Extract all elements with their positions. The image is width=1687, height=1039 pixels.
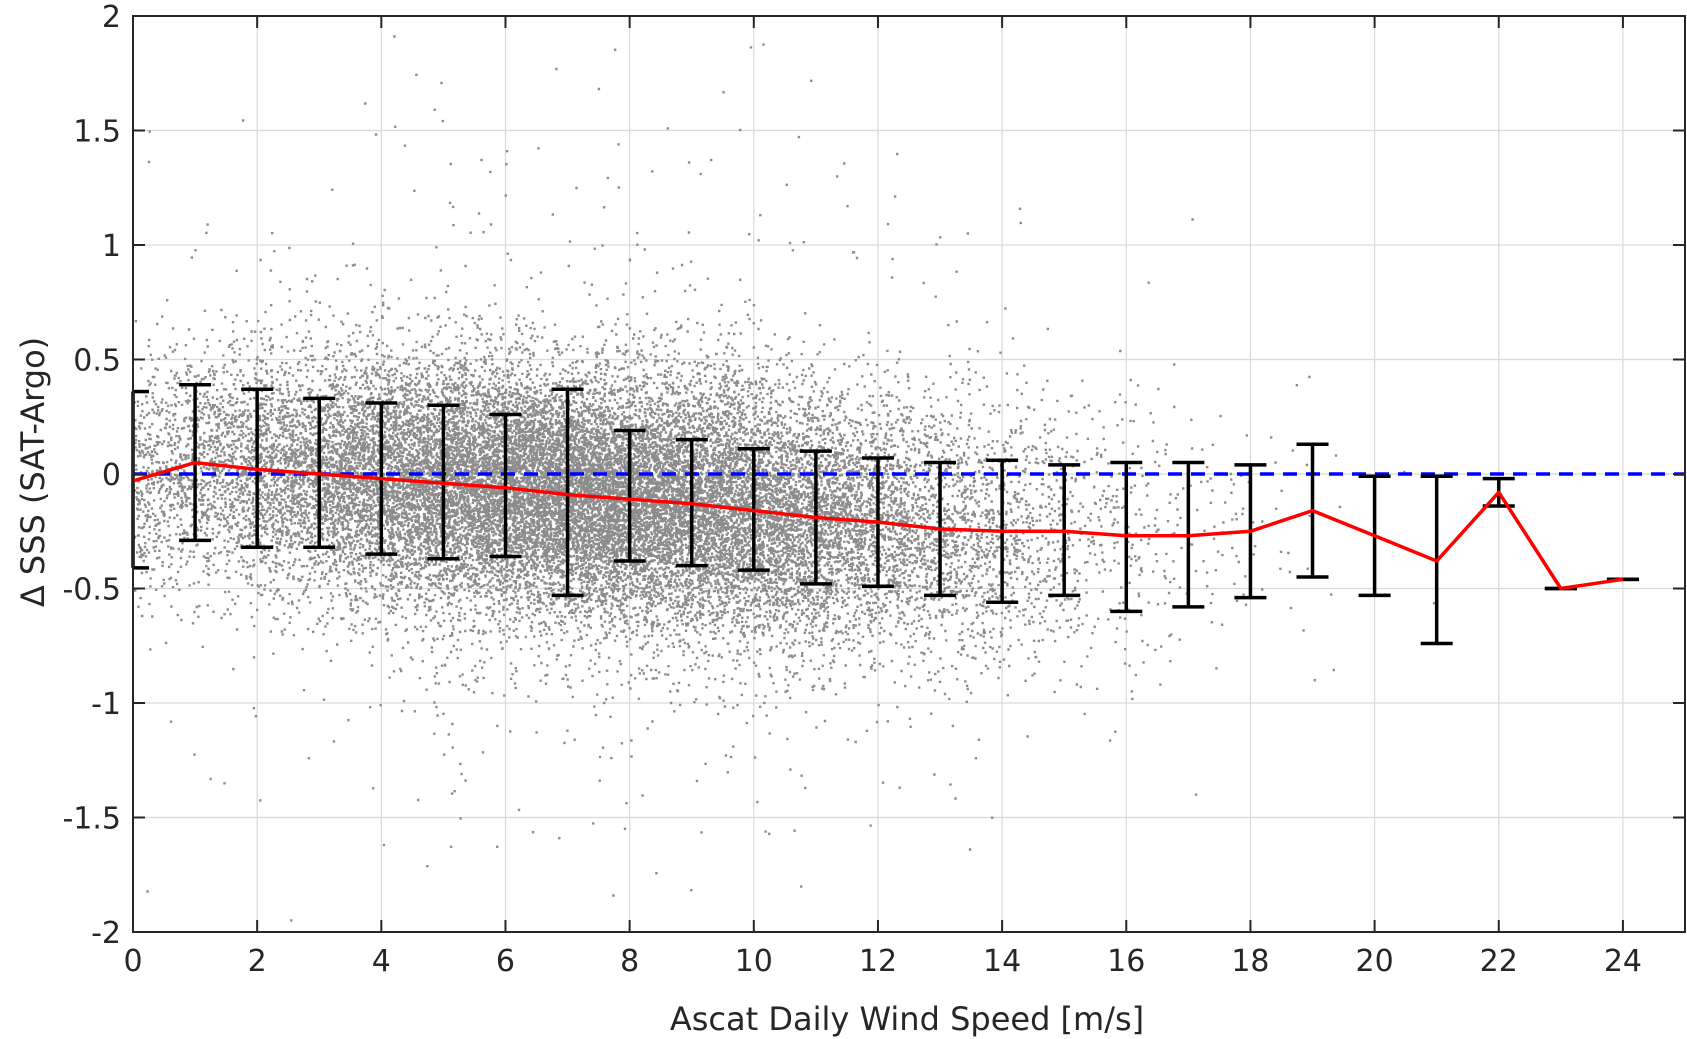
error-bar <box>551 387 584 598</box>
error-bar <box>489 412 522 559</box>
x-tick-label: 4 <box>372 944 391 979</box>
y-tick-label: -1 <box>91 687 121 722</box>
x-tick-label: 6 <box>496 944 515 979</box>
y-tick-label: -2 <box>91 916 121 951</box>
y-tick-label: -1.5 <box>62 802 121 837</box>
x-tick-label: 24 <box>1604 944 1642 979</box>
mean-line <box>132 460 1624 591</box>
axes-frame <box>132 15 1686 933</box>
x-axis-label: Ascat Daily Wind Speed [m/s] <box>670 1000 1144 1038</box>
x-tick-label: 14 <box>983 944 1021 979</box>
x-tick-label: 20 <box>1356 944 1394 979</box>
y-tick-label: 1.5 <box>73 115 121 150</box>
tick-labels: 0 2 4 6 8 10 12 14 16 18 20 22 24-2-1.5-1-0.500.511.… <box>62 0 1642 979</box>
y-axis-label: Δ SSS (SAT-Argo) <box>14 337 52 607</box>
scatter-cloud <box>133 35 1436 922</box>
x-tick-label: 12 <box>859 944 897 979</box>
y-tick-label: 2 <box>102 0 121 35</box>
y-tick-label: 0.5 <box>73 344 121 379</box>
error-bar <box>613 428 646 563</box>
y-tick-label: 0 <box>102 458 121 493</box>
x-tick-label: 0 <box>123 944 142 979</box>
x-tick-label: 8 <box>620 944 639 979</box>
mean-series-line <box>132 460 1624 591</box>
y-tick-label: -0.5 <box>62 573 121 608</box>
y-tick-label: 1 <box>102 229 121 264</box>
x-tick-label: 10 <box>735 944 773 979</box>
x-tick-label: 22 <box>1480 944 1518 979</box>
x-tick-label: 18 <box>1231 944 1269 979</box>
scatter-points <box>133 35 1436 922</box>
x-tick-label: 2 <box>248 944 267 979</box>
x-tick-label: 16 <box>1107 944 1145 979</box>
